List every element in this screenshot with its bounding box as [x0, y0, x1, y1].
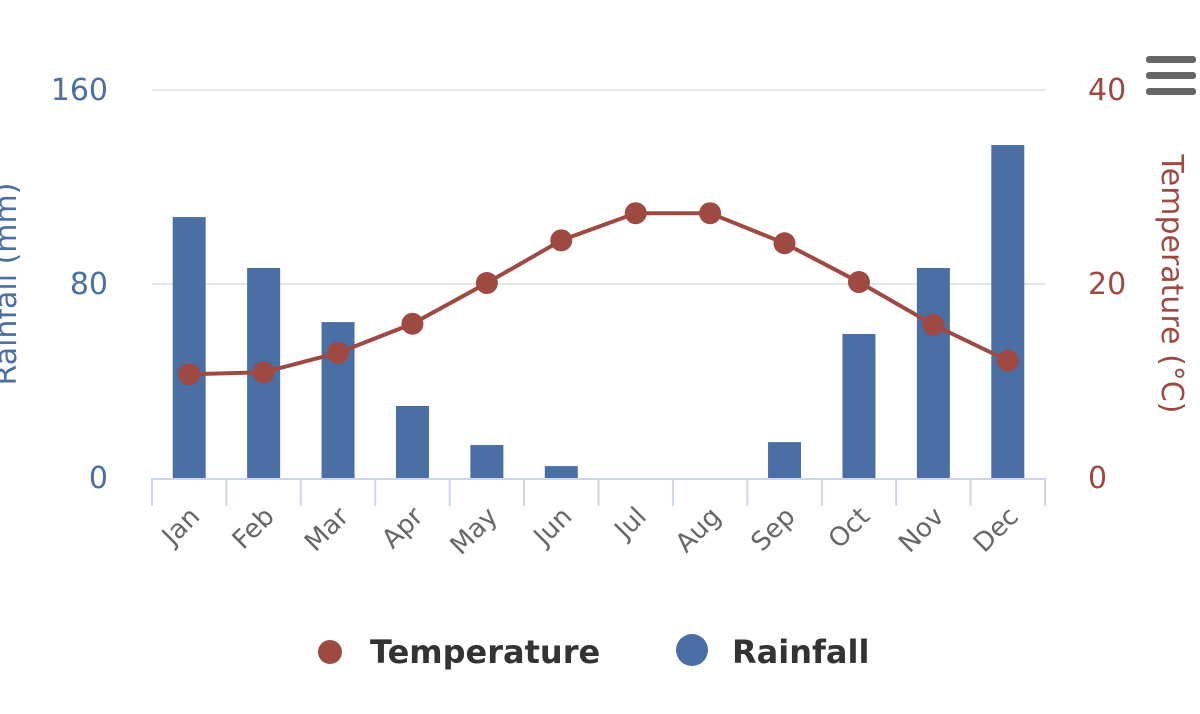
left-axis-title: Rainfall (mm) — [0, 183, 24, 386]
temperature-point[interactable] — [327, 341, 350, 364]
rainfall-bar[interactable] — [768, 442, 802, 478]
legend-label-rainfall: Rainfall — [732, 633, 869, 671]
right-y-tick: 20 — [1088, 267, 1126, 302]
x-tick-label: Jan — [155, 502, 206, 553]
temperature-point[interactable] — [624, 202, 647, 225]
temperature-point[interactable] — [847, 271, 870, 294]
legend-item-temperature[interactable]: Temperature — [318, 633, 600, 671]
rainfall-bar[interactable] — [544, 466, 578, 478]
rainfall-bar[interactable] — [916, 267, 950, 478]
rainfall-bar[interactable] — [172, 217, 206, 478]
x-tick-label: Apr — [376, 502, 429, 555]
legend-label-temperature: Temperature — [370, 633, 600, 671]
rainfall-bar[interactable] — [991, 145, 1025, 479]
rainfall-bar[interactable] — [470, 445, 504, 478]
x-tick-label: Feb — [227, 502, 281, 556]
temperature-point[interactable] — [401, 312, 424, 335]
rainfall-bar[interactable] — [395, 405, 429, 478]
x-tick-label: Mar — [299, 502, 355, 558]
rainfall-bar[interactable] — [842, 333, 876, 478]
right-y-tick: 0 — [1088, 461, 1107, 496]
legend: Temperature Rainfall — [318, 633, 869, 671]
x-tick-label: Jun — [527, 502, 578, 553]
temperature-point[interactable] — [475, 272, 498, 295]
temperature-point[interactable] — [996, 349, 1019, 372]
temperature-point[interactable] — [550, 229, 573, 252]
temperature-point[interactable] — [178, 363, 201, 386]
temperature-point[interactable] — [922, 313, 945, 336]
x-tick-label: Sep — [746, 502, 802, 558]
temperature-point[interactable] — [252, 361, 275, 384]
x-tick-label: Aug — [670, 502, 727, 559]
temperature-point[interactable] — [773, 232, 796, 255]
temperature-point[interactable] — [699, 202, 722, 225]
x-tick-label: Jul — [608, 502, 653, 547]
left-y-tick: 160 — [51, 73, 108, 108]
x-tick-label: Dec — [968, 502, 1025, 559]
right-axis-title: Temperature (°C) — [1154, 154, 1189, 414]
left-y-tick: 0 — [89, 461, 108, 496]
right-y-tick: 40 — [1088, 73, 1126, 108]
left-y-tick: 80 — [70, 267, 108, 302]
legend-item-rainfall[interactable]: Rainfall — [676, 633, 869, 671]
x-tick-label: Oct — [823, 502, 876, 555]
x-tick-label: May — [445, 502, 504, 561]
hamburger-menu-icon[interactable] — [1146, 56, 1196, 95]
x-tick-label: Nov — [893, 502, 950, 559]
temperature-line — [189, 211, 1009, 377]
